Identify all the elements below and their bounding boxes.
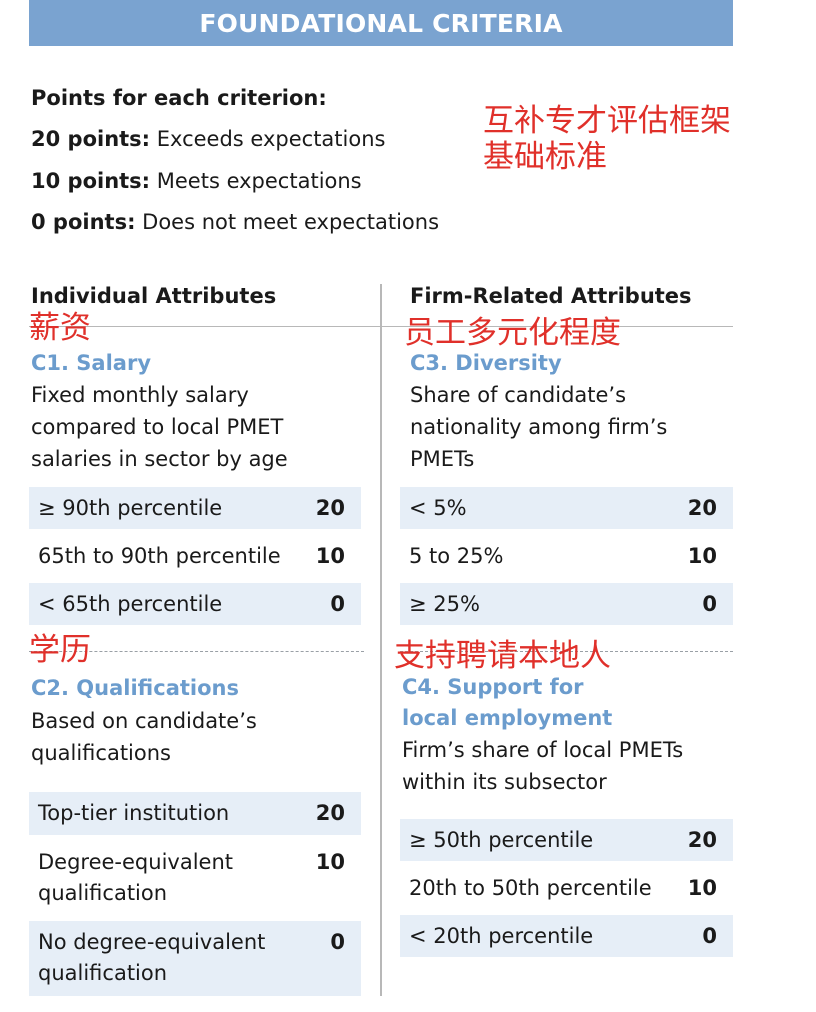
- points-item-label: 0 points:: [31, 210, 136, 234]
- row-score: 0: [702, 591, 717, 616]
- row-label: 5 to 25%: [409, 543, 504, 568]
- row-score: 20: [315, 495, 345, 520]
- row-score: 0: [330, 591, 345, 616]
- table-row: Top-tier institution 20: [29, 792, 361, 835]
- criterion-title-c4: C4. Support for: [402, 675, 584, 699]
- points-item-10: 10 points: Meets expectations: [31, 168, 362, 194]
- table-row: 65th to 90th percentile 10: [29, 535, 361, 577]
- table-row: Degree-equivalent qualification 10: [29, 841, 361, 915]
- points-item-label: 20 points:: [31, 127, 151, 151]
- row-label: No degree-equivalent qualification: [38, 930, 266, 985]
- column-heading-firm: Firm-Related Attributes: [410, 284, 692, 308]
- table-row: ≥ 90th percentile 20: [29, 487, 361, 529]
- points-item-label: 10 points:: [31, 169, 151, 193]
- table-row: ≥ 50th percentile 20: [400, 819, 733, 861]
- row-score: 20: [687, 495, 717, 520]
- row-label: ≥ 50th percentile: [409, 827, 594, 852]
- row-label: 65th to 90th percentile: [38, 543, 281, 568]
- row-label: < 5%: [409, 495, 467, 520]
- row-label: 20th to 50th percentile: [409, 875, 652, 900]
- row-score: 0: [702, 923, 717, 948]
- table-row: < 65th percentile 0: [29, 583, 361, 625]
- row-label: < 65th percentile: [38, 591, 223, 616]
- annotation-title-line2: 基础标准: [483, 139, 607, 175]
- row-score: 20: [315, 801, 345, 825]
- annotation-support: 支持聘请本地人: [394, 638, 611, 674]
- points-item-text: Does not meet expectations: [135, 210, 440, 234]
- section-divider: [29, 326, 733, 327]
- table-row: 5 to 25% 10: [400, 535, 733, 577]
- row-score: 0: [330, 930, 345, 954]
- points-heading: Points for each criterion:: [31, 86, 327, 110]
- criterion-title-c3: C3. Diversity: [410, 351, 562, 375]
- annotation-diversity: 员工多元化程度: [404, 315, 621, 351]
- table-row: 20th to 50th percentile 10: [400, 867, 733, 909]
- table-row: No degree-equivalent qualification 0: [29, 921, 361, 996]
- row-label: ≥ 90th percentile: [38, 495, 223, 520]
- annotation-salary: 薪资: [29, 310, 91, 346]
- header-banner: FOUNDATIONAL CRITERIA: [29, 0, 733, 46]
- column-divider: [380, 284, 382, 996]
- criterion-title-c2: C2. Qualifications: [31, 676, 239, 700]
- criterion-desc-c2: Based on candidate’s qualifications: [31, 709, 257, 765]
- points-item-text: Meets expectations: [150, 169, 362, 193]
- dashed-separator-right: [400, 651, 733, 652]
- points-item-text: Exceeds expectations: [150, 127, 386, 151]
- table-row: < 5% 20: [400, 487, 733, 529]
- row-label: ≥ 25%: [409, 591, 480, 616]
- row-label: Degree-equivalent qualification: [38, 850, 233, 905]
- points-item-0: 0 points: Does not meet expectations: [31, 209, 439, 235]
- table-row: < 20th percentile 0: [400, 915, 733, 957]
- row-score: 10: [315, 850, 345, 874]
- row-score: 10: [687, 543, 717, 568]
- criterion-title-c4-line2: local employment: [402, 706, 613, 730]
- row-label: Top-tier institution: [38, 801, 230, 825]
- criterion-title-c1: C1. Salary: [31, 351, 152, 375]
- criterion-desc-c4: Firm’s share of local PMETs within its s…: [402, 738, 684, 794]
- column-heading-individual: Individual Attributes: [31, 284, 277, 308]
- row-score: 10: [687, 875, 717, 900]
- row-score: 10: [315, 543, 345, 568]
- dashed-separator-left: [29, 651, 364, 652]
- annotation-qualifications: 学历: [29, 632, 91, 668]
- annotation-title-line1: 互补专才评估框架: [483, 103, 731, 139]
- row-label: < 20th percentile: [409, 923, 594, 948]
- criterion-desc-c1: Fixed monthly salary compared to local P…: [31, 383, 288, 471]
- row-score: 20: [687, 827, 717, 852]
- criterion-desc-c3: Share of candidate’s nationality among f…: [410, 383, 668, 471]
- table-row: ≥ 25% 0: [400, 583, 733, 625]
- points-item-20: 20 points: Exceeds expectations: [31, 126, 385, 152]
